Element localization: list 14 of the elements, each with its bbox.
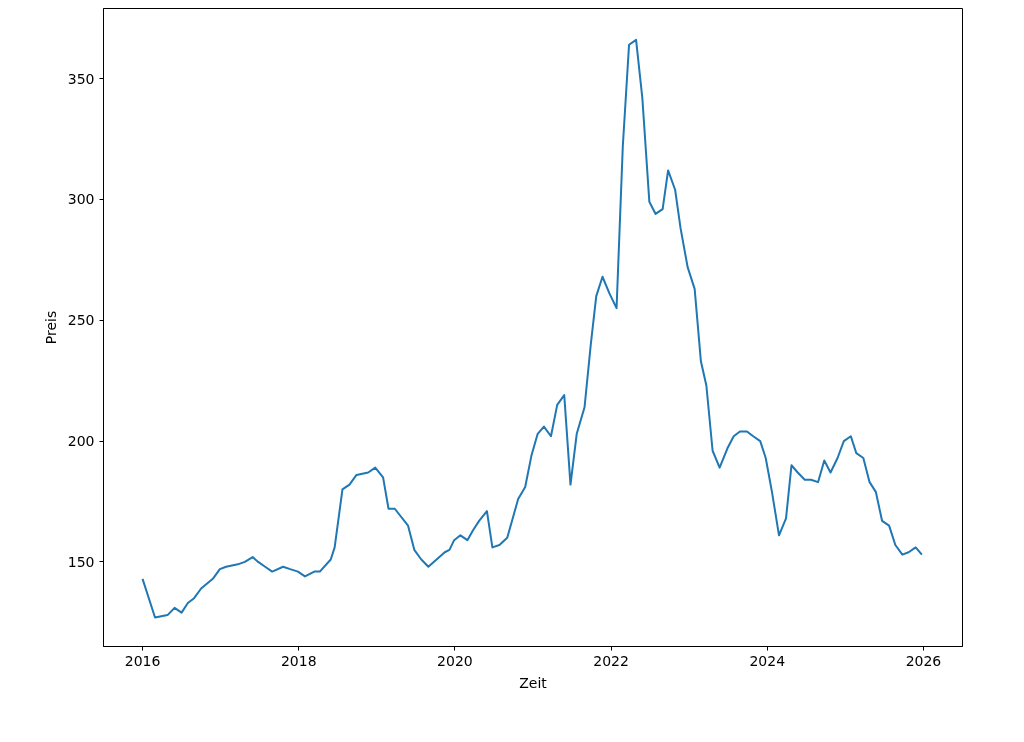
x-tick-label: 2020 [437,652,473,669]
y-tick-label: 150 [67,553,95,570]
y-tick-label: 300 [67,191,95,208]
x-axis-title: Zeit [519,674,548,691]
x-tick-label: 2022 [593,652,629,669]
x-tick-label: 2016 [124,652,161,669]
x-tick-label: 2018 [280,652,317,669]
y-tick-label: 250 [67,312,95,329]
y-tick-label: 350 [67,70,95,87]
line-series [141,38,923,619]
x-tick-label: 2026 [905,652,942,669]
y-axis-title: Preis [42,310,59,345]
x-tick-label: 2024 [749,652,786,669]
y-tick-label: 200 [67,433,95,450]
